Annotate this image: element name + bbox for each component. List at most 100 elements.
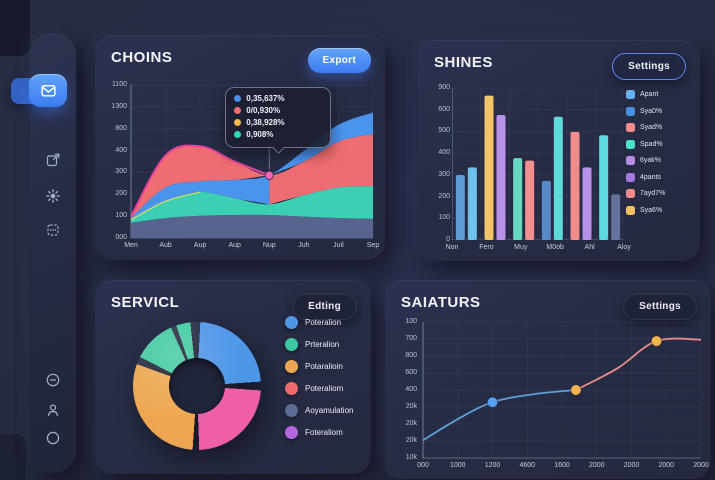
settings-button[interactable]: Settings — [623, 293, 697, 320]
legend-item[interactable]: Apant — [626, 90, 692, 99]
legend-item[interactable]: 7ayd7% — [626, 189, 692, 198]
tooltip-item: 0,38,928% — [234, 118, 322, 127]
legend-swatch — [626, 90, 635, 99]
legend-item[interactable]: Spad% — [626, 139, 692, 149]
y-axis-label: 1100 — [111, 81, 127, 88]
bar[interactable] — [467, 167, 477, 240]
legend-swatch — [626, 139, 635, 149]
legend-item[interactable]: Poteraliom — [285, 382, 353, 395]
x-axis-label: 2000 — [623, 462, 640, 469]
legend-item[interactable]: Potaralioin — [285, 360, 353, 373]
panel-title: CHOINS — [111, 49, 173, 66]
panel-choins: CHOINS Export 1100 1300 800 400 300 200 100 000… — [95, 35, 385, 260]
x-axis-label: Aup — [193, 242, 207, 249]
tooltip-value: 0/0,930% — [246, 106, 281, 115]
legend-swatch — [626, 189, 635, 198]
tooltip-value: 0,908% — [246, 130, 274, 139]
legend-item[interactable]: Syad% — [626, 123, 692, 132]
y-axis-label: 800 — [115, 124, 127, 132]
gear-icon — [46, 189, 60, 203]
legend-item[interactable]: Aoyamulation — [285, 404, 353, 417]
sidebar-item-inbox[interactable] — [29, 74, 67, 107]
data-point-marker[interactable] — [650, 335, 663, 347]
sidebar-item-status[interactable] — [41, 426, 65, 450]
sidebar-item-share[interactable] — [41, 148, 65, 172]
corner-decoration-top — [0, 0, 30, 56]
legend-item[interactable]: 6yak% — [626, 156, 692, 165]
panel-saiaturs: SAIATURS Settings 100 700 800 600 400 20k 20k 2… — [385, 280, 711, 479]
legend-dot — [234, 119, 242, 126]
data-point-marker[interactable] — [486, 396, 499, 408]
sidebar — [11, 33, 76, 473]
tooltip-item: 0,908% — [234, 130, 322, 139]
bar[interactable] — [570, 131, 580, 240]
area-slate — [131, 214, 373, 238]
bar[interactable] — [582, 167, 592, 240]
bar[interactable] — [455, 174, 465, 240]
legend-dot — [234, 107, 242, 114]
servicl-donut-chart[interactable] — [133, 322, 261, 450]
grid-icon — [47, 224, 59, 236]
legend-swatch — [626, 123, 635, 132]
x-axis-label: Aloy — [617, 244, 631, 251]
panel-title: SAIATURS — [401, 294, 481, 311]
panel-servicl: SERVICL Edting Poteralion Prteralion Potar… — [95, 280, 371, 474]
legend-label: Apant — [640, 91, 659, 98]
donut-hole — [169, 358, 225, 414]
legend-label: Poteraliom — [305, 384, 344, 393]
x-axis-label: 000 — [417, 462, 429, 469]
bar[interactable] — [611, 194, 621, 240]
circle-icon — [46, 431, 60, 445]
bar[interactable] — [525, 160, 535, 240]
legend-swatch — [626, 106, 635, 116]
y-axis-label: 300 — [438, 170, 450, 178]
legend-item[interactable]: Prteralion — [285, 338, 353, 351]
x-axis-label: 2000 — [693, 462, 709, 469]
bar[interactable] — [541, 180, 551, 240]
y-axis-label: 100 — [438, 214, 450, 222]
legend-dot — [285, 316, 298, 329]
sidebar-item-remove[interactable] — [41, 368, 65, 392]
legend-dot — [285, 382, 298, 395]
y-axis-label: 0 — [446, 236, 450, 243]
y-axis-label: 900 — [438, 84, 450, 91]
export-button[interactable]: Export — [307, 48, 371, 73]
selected-point-marker[interactable] — [264, 170, 275, 181]
minus-circle-icon — [46, 373, 60, 387]
choins-area-chart[interactable]: 1100 1300 800 400 300 200 100 000 Men Aub Aup Aup Nu… — [105, 81, 379, 252]
settings-button[interactable]: Settings — [612, 53, 686, 80]
saiaturs-line-chart[interactable]: 100 700 800 600 400 20k 20k 20k 10k 000 1000 1200 46… — [395, 318, 708, 474]
bar[interactable] — [599, 135, 609, 240]
tooltip-item: 0/0,930% — [234, 106, 322, 115]
editing-button[interactable]: Edting — [292, 293, 357, 320]
x-axis-label: 1200 — [484, 462, 501, 469]
legend-item[interactable]: 4pants — [626, 172, 692, 182]
bar[interactable] — [496, 115, 506, 240]
y-axis-label: 500 — [438, 127, 450, 135]
y-axis-label: 600 — [438, 105, 450, 113]
data-point-marker[interactable] — [570, 384, 582, 396]
legend-item[interactable]: Sya0% — [626, 106, 692, 116]
panel-title: SHINES — [434, 54, 493, 71]
bar[interactable] — [553, 116, 563, 240]
y-axis-label: 400 — [438, 149, 450, 157]
y-axis-label: 20k — [405, 437, 417, 444]
bar[interactable] — [484, 95, 494, 240]
sidebar-item-apps[interactable] — [41, 218, 65, 242]
share-icon — [46, 153, 60, 167]
y-axis-label: 400 — [115, 146, 127, 154]
legend-item[interactable]: Poteralion — [285, 316, 353, 329]
user-icon — [48, 404, 58, 417]
legend-item[interactable]: Foteraliom — [285, 426, 353, 439]
sidebar-item-profile[interactable] — [41, 398, 65, 422]
x-axis-label: 1600 — [554, 462, 570, 469]
x-axis-label: Muy — [514, 244, 528, 251]
x-axis-label: Aup — [228, 242, 241, 249]
bar[interactable] — [513, 158, 523, 240]
shines-bar-chart[interactable]: 900 600 500 400 300 200 100 0 Non Fero Muy M0ob Ahl A… — [428, 84, 631, 256]
sidebar-item-settings[interactable] — [41, 184, 65, 208]
y-axis-label: 300 — [115, 168, 127, 176]
legend-item[interactable]: Sya6% — [626, 205, 692, 215]
legend-label: Spad% — [640, 140, 663, 148]
